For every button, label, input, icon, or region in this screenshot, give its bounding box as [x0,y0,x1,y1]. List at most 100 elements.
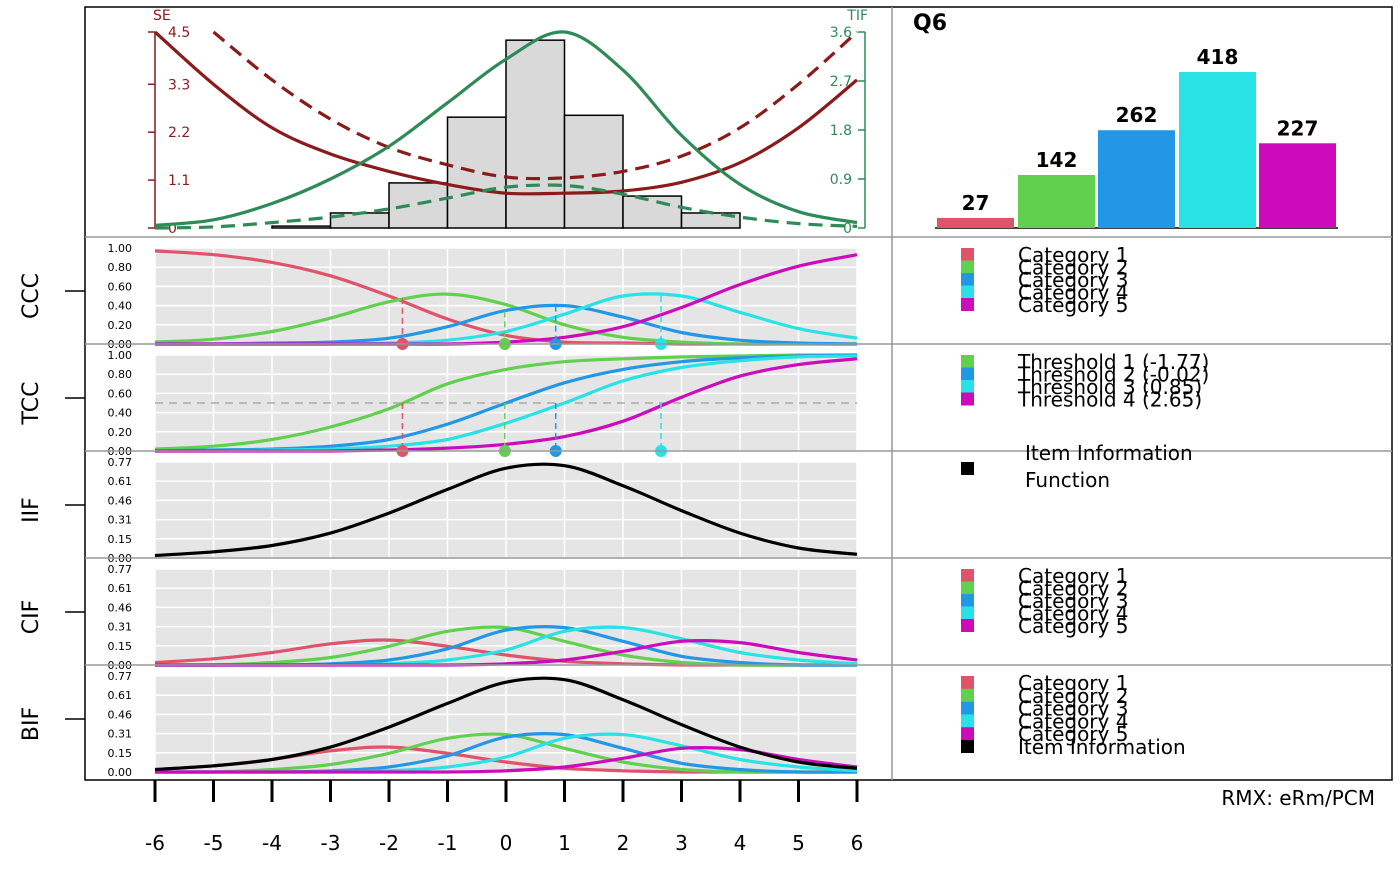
cif-legend-label: Category 2 [1018,577,1128,601]
bif-legend-swatch [961,714,974,728]
curve-series [154,353,858,451]
x-tick-label: -3 [321,831,341,855]
y-tick-label: 0.60 [108,280,133,293]
count-bar [937,217,1014,228]
cif-legend-label: Category 4 [1018,602,1128,626]
curve-series [154,462,858,558]
x-tick-label: 3 [675,831,688,855]
count-bar [1259,143,1336,228]
y-tick-label: 1.00 [108,349,133,362]
cif-legend-swatch [961,594,974,607]
y-tick-label: 0.61 [108,689,133,702]
cif-legend-swatch [961,569,974,582]
ccc-legend-label: Category 3 [1018,268,1128,292]
tcc-legend-swatch [961,380,974,393]
count-bar-label: 27 [962,191,990,215]
x-tick-label: 6 [851,831,864,855]
iif-legend-label: Item Information [1025,441,1193,465]
se-tick-label: 0 [168,221,177,237]
ccc-legend-label: Category 2 [1018,256,1128,280]
ccc-legend-swatch [961,260,974,274]
y-tick-label: 0.40 [108,300,133,313]
x-tick-label: 0 [500,831,513,855]
y-tick-label: 0.77 [108,670,133,683]
se-tick-label: 1.1 [168,173,190,189]
curve-panels: 1.00 0.80 0.60 0.40 0.20 0.00 CCC 1.00 0.80 0.60 0… [19,236,1392,779]
count-bar [1179,72,1256,228]
bif-legend-label: Category 5 [1018,722,1128,746]
y-tick-label: 0.46 [108,601,133,614]
se-tick-label: 3.3 [168,77,190,93]
x-tick-label: -2 [379,831,399,855]
x-tick-label: 2 [617,831,630,855]
histogram-bar [388,182,449,229]
x-tick-label: -1 [438,831,458,855]
y-tick-label: 0.31 [108,728,133,741]
x-tick-label: 1 [558,831,571,855]
y-tick-label: 0.20 [108,426,133,439]
count-bar-label: 418 [1197,45,1239,69]
bif-legend-swatch [961,727,974,741]
x-tick-label: 5 [792,831,805,855]
count-bar-label: 142 [1036,148,1078,172]
row-label: CCC [19,273,44,319]
x-tick-label: -5 [204,831,224,855]
y-tick-label: 0.77 [108,456,133,469]
ccc-legend-swatch [961,273,974,286]
y-tick-label: 0.15 [108,640,133,653]
y-tick-label: 0.00 [108,766,133,779]
y-tick-label: 0.77 [108,563,133,576]
count-bar [1098,130,1175,228]
se-solid-curve [153,30,859,196]
x-axis: -6 -5 -4 -3 -2 -1 0 1 2 3 4 5 6 [145,780,863,855]
iif-legend-swatch [961,462,974,475]
cif-legend-swatch [961,619,974,632]
tif-axis-label: TIF [846,8,868,24]
ccc-legend-swatch [961,285,974,299]
panel-bif: 0.77 0.61 0.46 0.31 0.15 0.00 BIF [19,670,858,779]
tif-tick-label: 2.7 [830,74,852,90]
y-tick-label: 0.46 [108,494,133,507]
y-tick-label: 0.31 [108,621,133,634]
y-tick-label: 0.20 [108,319,133,332]
category-count-bars: 27 142 262 418 227 [935,45,1338,229]
y-tick-label: 1.00 [108,242,133,255]
bif-legend-swatch [961,701,974,715]
item-title: Q6 [913,11,947,36]
tcc-legend-label: Threshold 1 (-1.77) [1017,350,1209,374]
histogram-bar [563,114,624,229]
y-tick-label: 0.46 [108,708,133,721]
row-label: CIF [19,600,44,635]
tcc-legend-label: Threshold 3 (0.85) [1017,375,1202,399]
bif-legend-label: Item Information [1018,735,1186,759]
y-tick-label: 0.60 [108,387,133,400]
histogram-bar [271,225,332,229]
histogram-bar [505,39,566,229]
count-bar [1018,175,1095,228]
se-axis-label: SE [153,8,171,24]
tif-solid-curve [154,30,858,227]
se-tick-label: 2.2 [168,125,190,141]
count-bar-label: 262 [1116,103,1158,127]
row-label: TCC [19,382,44,426]
row-label: BIF [19,707,44,741]
y-tick-label: 0.80 [108,261,133,274]
y-tick-label: 0.15 [108,533,133,546]
tcc-legend-label: Threshold 2 (-0.02) [1017,363,1209,387]
iif-legend-label: Function [1025,468,1110,492]
histogram-bar [446,116,507,229]
se-tick-label: 4.5 [168,25,190,41]
curve-series [155,745,858,774]
bif-legend-swatch [961,688,974,702]
se-dashed-curve [212,30,859,181]
y-tick-label: 0.15 [108,747,133,760]
bif-legend-label: Category 2 [1018,684,1128,708]
ccc-legend-swatch [961,298,974,311]
bif-legend-label: Category 1 [1018,671,1128,695]
footer-label: RMX: eRm/PCM [1221,786,1375,810]
bif-legend-label: Category 4 [1018,709,1128,733]
ccc-legend-swatch [961,248,974,261]
